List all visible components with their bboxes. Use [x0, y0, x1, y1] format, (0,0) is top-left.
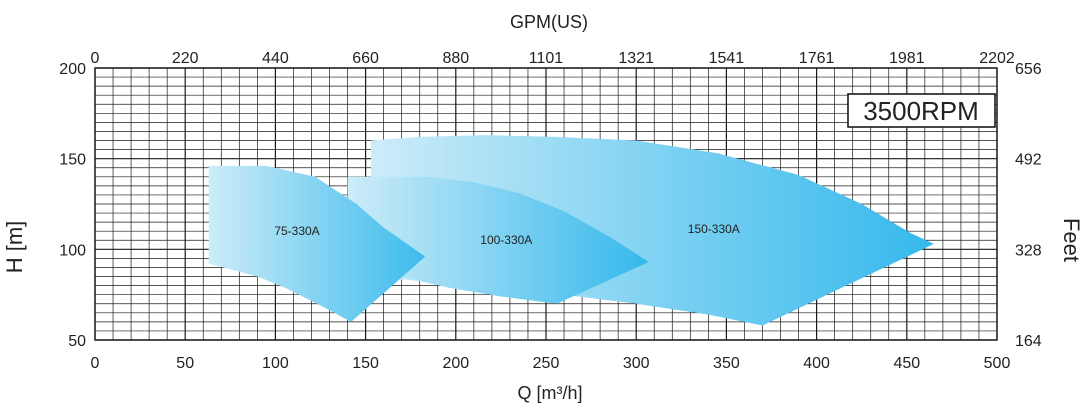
right-tick-label: 656 — [1015, 61, 1042, 78]
x-axis-title: Q [m³/h] — [517, 383, 582, 403]
top-tick-label: 1761 — [799, 50, 835, 67]
x-axis-tick-labels: 0 50 100 150 200 250 300 350 400 450 500 — [91, 355, 1011, 372]
right-axis-title: Feet — [1059, 218, 1080, 262]
pump-regions: 75-330A 100-330A 150-330A — [208, 135, 934, 326]
y-tick-label: 100 — [59, 242, 86, 259]
y-axis-tick-labels: 50 100 150 200 — [59, 61, 86, 350]
plot-frame — [94, 67, 998, 341]
top-tick-label: 1101 — [529, 50, 564, 67]
x-tick-label: 300 — [623, 355, 650, 372]
top-axis-tick-labels: 0 220 440 660 880 1101 1321 1541 1761 1981 2202 — [91, 50, 1015, 67]
speed-badge-box — [847, 93, 996, 128]
x-tick-label: 50 — [176, 355, 194, 372]
x-tick-label: 0 — [91, 355, 100, 372]
top-tick-label: 0 — [91, 50, 100, 67]
top-tick-label: 1321 — [618, 50, 654, 67]
right-tick-label: 164 — [1015, 333, 1042, 350]
top-tick-label: 1541 — [709, 50, 745, 67]
right-tick-label: 328 — [1015, 242, 1042, 259]
x-tick-label: 250 — [533, 355, 560, 372]
right-tick-label: 492 — [1015, 152, 1042, 169]
x-tick-label: 400 — [803, 355, 830, 372]
region-label-150-330a: 150-330A — [688, 222, 740, 236]
x-tick-label: 450 — [893, 355, 920, 372]
x-tick-label: 500 — [984, 355, 1011, 372]
x-tick-label: 350 — [713, 355, 740, 372]
x-tick-label: 150 — [352, 355, 379, 372]
top-tick-label: 220 — [172, 50, 199, 67]
right-axis-tick-labels: 164 328 492 656 — [1015, 61, 1042, 350]
y-tick-label: 200 — [59, 61, 86, 78]
region-label-100-330a: 100-330A — [480, 233, 532, 247]
y-tick-label: 50 — [68, 333, 86, 350]
region-label-75-330a: 75-330A — [274, 224, 319, 238]
top-tick-label: 1981 — [889, 50, 925, 67]
top-axis-title: GPM(US) — [510, 12, 588, 32]
y-axis-title: H [m] — [2, 221, 27, 274]
region-75-330a — [208, 165, 426, 322]
top-tick-label: 440 — [262, 50, 289, 67]
speed-badge: 3500RPM — [863, 96, 979, 126]
top-tick-label: 880 — [442, 50, 469, 67]
region-100-330a — [347, 176, 649, 304]
y-tick-label: 150 — [59, 152, 86, 169]
x-tick-label: 100 — [262, 355, 289, 372]
top-tick-label: 660 — [352, 50, 379, 67]
top-tick-label: 2202 — [979, 50, 1015, 67]
x-tick-label: 200 — [442, 355, 469, 372]
